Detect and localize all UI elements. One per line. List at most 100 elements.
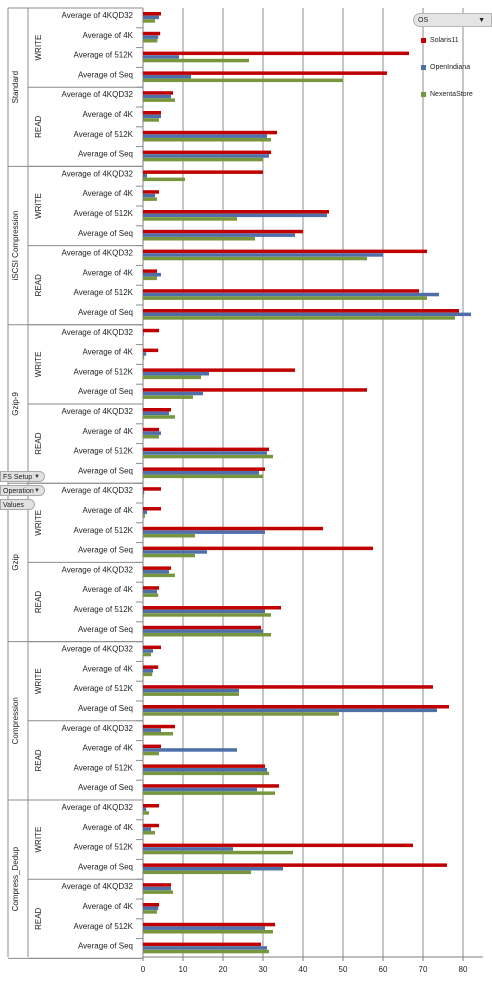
row-label: Average of 4K	[82, 31, 133, 40]
bar-nexentastore	[143, 435, 159, 439]
bar-nexentastore	[143, 454, 273, 459]
bar-openindiana	[143, 768, 267, 772]
group-label: Compress_Dedup	[11, 846, 20, 911]
chevron-down-icon: ▼	[478, 17, 485, 24]
legend-label: Solaris11	[430, 37, 459, 44]
subgroup-label: READ	[34, 591, 43, 613]
fs-setup-filter-button[interactable]: FS Setup ▼	[0, 471, 45, 482]
subgroup-label: WRITE	[34, 352, 43, 378]
fs-setup-label: FS Setup	[3, 474, 33, 481]
bar-nexentastore	[143, 751, 159, 756]
x-tick-label: 40	[299, 965, 308, 974]
bar-solaris11	[143, 705, 449, 709]
bar-nexentastore	[143, 573, 175, 578]
bar-nexentastore	[143, 395, 193, 399]
row-label: Average of 4K	[82, 506, 133, 515]
bar-nexentastore	[143, 296, 427, 300]
bar-solaris11	[143, 31, 161, 36]
bar-solaris11	[143, 427, 159, 432]
bar-openindiana	[143, 391, 203, 396]
bar-solaris11	[143, 507, 161, 511]
bar-openindiana	[143, 94, 171, 99]
bar-nexentastore	[143, 217, 237, 221]
bar-nexentastore	[143, 652, 151, 657]
bar-solaris11	[143, 388, 367, 392]
bar-solaris11	[143, 764, 265, 768]
bar-nexentastore	[143, 78, 343, 83]
bar-nexentastore	[143, 276, 157, 281]
bar-openindiana	[143, 312, 471, 317]
row-label: Average of 512K	[74, 130, 134, 139]
subgroup-label: READ	[34, 115, 43, 137]
chevron-down-icon: ▼	[34, 488, 40, 494]
legend-item-nexentastore: NexentaStore	[421, 91, 473, 98]
bar-solaris11	[143, 91, 173, 95]
bar-openindiana	[143, 589, 157, 594]
values-label: Values	[3, 502, 24, 509]
bar-openindiana	[143, 827, 151, 831]
x-tick-label: 0	[141, 965, 146, 974]
x-tick-label: 10	[179, 965, 188, 974]
row-label: Average of 4K	[82, 427, 133, 436]
bar-nexentastore	[143, 118, 159, 122]
bar-solaris11	[143, 922, 275, 927]
bar-nexentastore	[143, 494, 144, 498]
values-field-button[interactable]: Values	[0, 499, 35, 510]
row-label: Average of Seq	[78, 862, 133, 871]
x-tick-label: 80	[459, 965, 468, 974]
row-label: Average of 512K	[74, 922, 134, 931]
bar-openindiana	[143, 55, 179, 59]
bar-openindiana	[143, 510, 147, 515]
row-label: Average of Seq	[78, 625, 133, 634]
row-label: Average of Seq	[78, 387, 133, 396]
bar-openindiana	[143, 847, 233, 851]
bar-nexentastore	[143, 177, 185, 182]
bar-solaris11	[143, 150, 271, 155]
bar-solaris11	[143, 606, 281, 610]
bar-solaris11	[143, 645, 161, 650]
subgroup-label: READ	[34, 274, 43, 296]
bar-nexentastore	[143, 197, 157, 201]
x-tick-label: 60	[379, 965, 388, 974]
bar-solaris11	[143, 685, 433, 689]
subgroup-label: WRITE	[34, 193, 43, 219]
bar-openindiana	[143, 629, 263, 633]
bar-nexentastore	[143, 39, 158, 43]
bar-openindiana	[143, 75, 191, 79]
bar-openindiana	[143, 411, 169, 416]
bar-openindiana	[143, 728, 161, 732]
bar-nexentastore	[143, 58, 249, 63]
legend-swatch	[421, 64, 426, 70]
row-label: Average of Seq	[78, 229, 133, 238]
bar-solaris11	[143, 348, 159, 353]
row-label: Average of Seq	[78, 704, 133, 713]
bar-nexentastore	[143, 771, 269, 776]
os-filter-label: OS	[418, 17, 429, 24]
row-label: Average of 512K	[74, 51, 134, 60]
bar-openindiana	[143, 174, 147, 178]
row-label: Average of 4K	[82, 348, 133, 357]
os-filter-button[interactable]: OS ▼	[413, 13, 492, 27]
row-label: Average of 4KQD32	[62, 11, 134, 20]
bar-solaris11	[143, 229, 303, 234]
bar-solaris11	[143, 883, 171, 887]
bar-openindiana	[143, 807, 147, 812]
group-label: iSCSI Compression	[11, 211, 20, 281]
bar-solaris11	[143, 190, 159, 194]
bar-nexentastore	[143, 355, 145, 360]
bar-openindiana	[143, 253, 383, 257]
bar-solaris11	[143, 586, 159, 590]
group-label: Compression	[11, 697, 20, 744]
bar-solaris11	[143, 744, 161, 749]
subgroup-label: READ	[34, 749, 43, 771]
bar-solaris11	[143, 249, 427, 254]
row-label: Average of Seq	[78, 150, 133, 159]
operation-filter-button[interactable]: Operation ▼	[0, 485, 45, 496]
row-label: Average of 4K	[82, 268, 133, 277]
row-label: Average of Seq	[78, 942, 133, 951]
bar-solaris11	[143, 71, 387, 75]
bar-solaris11	[143, 408, 171, 412]
bar-openindiana	[143, 946, 267, 950]
bar-nexentastore	[143, 633, 271, 637]
row-label: Average of 512K	[74, 288, 134, 297]
